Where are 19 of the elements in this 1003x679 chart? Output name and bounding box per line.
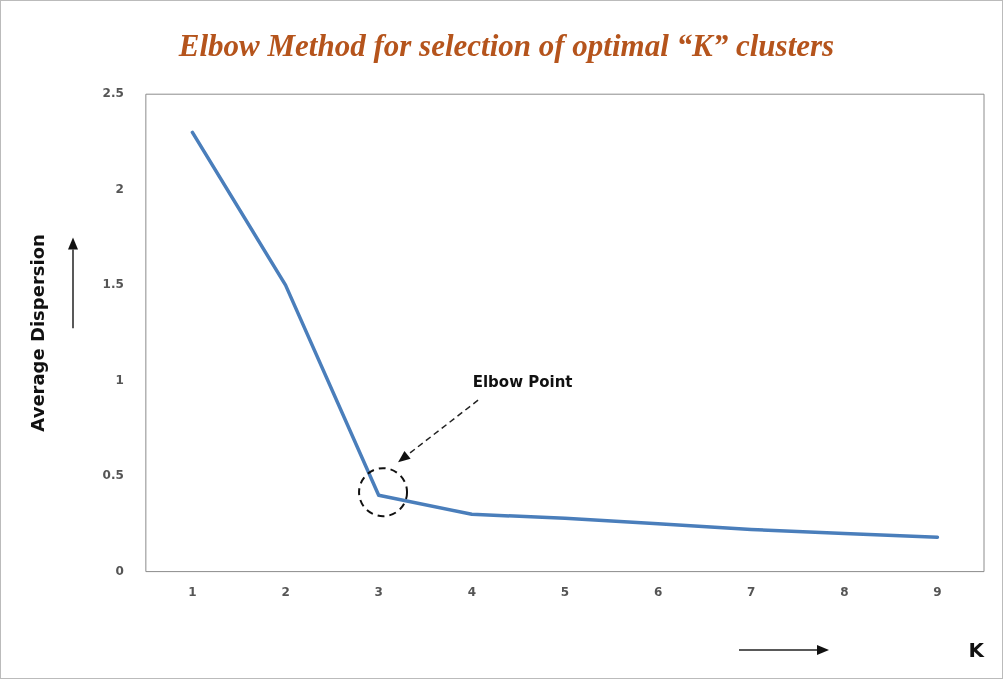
y-tick-label: 2.5 bbox=[102, 86, 124, 101]
x-tick-label: 9 bbox=[933, 584, 942, 599]
y-tick-label: 2 bbox=[115, 181, 124, 196]
x-axis-title: K bbox=[968, 638, 986, 663]
x-tick-label: 6 bbox=[653, 584, 663, 599]
x-tick-label: 5 bbox=[560, 584, 570, 599]
y-axis-title: Average Dispersion bbox=[27, 234, 49, 432]
x-tick-label: 7 bbox=[747, 584, 756, 599]
x-tick-label: 2 bbox=[281, 584, 290, 599]
y-tick-label: 0 bbox=[115, 563, 124, 578]
chart-title: Elbow Method for selection of optimal “K” clusters bbox=[177, 27, 835, 63]
x-tick-label: 8 bbox=[840, 584, 849, 599]
x-tick-label: 1 bbox=[188, 584, 197, 599]
y-tick-label: 1.5 bbox=[102, 277, 124, 292]
annotation: Elbow Point bbox=[472, 372, 573, 391]
y-tick-label: 1 bbox=[115, 372, 124, 387]
x-tick-label: 4 bbox=[467, 584, 476, 599]
y-tick-label: 0.5 bbox=[102, 468, 124, 483]
x-tick-label: 3 bbox=[374, 584, 383, 599]
